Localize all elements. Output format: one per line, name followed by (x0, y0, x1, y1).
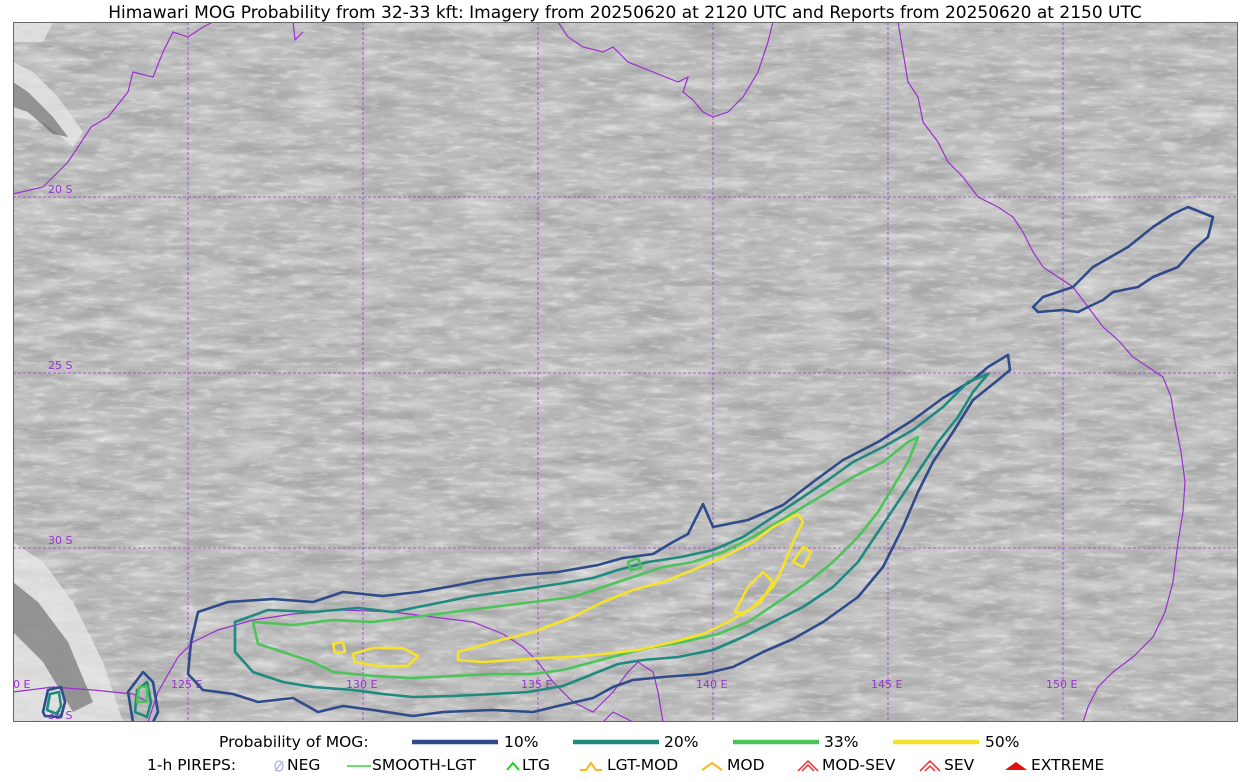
contour-20 (133, 680, 153, 719)
cloud-patches (13, 22, 123, 722)
contour-50 (351, 646, 420, 668)
contour-50 (331, 640, 347, 655)
contour-10 (126, 670, 160, 722)
neg-icon (274, 760, 284, 772)
legend-label-10: 10% (504, 733, 539, 751)
contour-20 (45, 690, 63, 716)
contour-50 (456, 512, 805, 664)
lon-label: 150 E (1046, 678, 1077, 691)
lon-labels: 120 E 125 E 130 E 135 E 140 E 145 E 150 … (13, 678, 1077, 691)
pirep-label-mod: MOD (727, 756, 765, 774)
smooth-lgt-icon (347, 765, 371, 767)
legend-swatch-50 (893, 739, 979, 745)
legend-swatch-20 (573, 739, 659, 745)
pirep-label-lgt-mod: LGT-MOD (607, 756, 679, 774)
contour-10 (41, 685, 67, 719)
map-frame (13, 22, 1238, 722)
sev-icon (919, 759, 941, 772)
legend-swatch-10 (412, 739, 498, 745)
pirep-label-sev: SEV (944, 756, 975, 774)
contour-10 (186, 353, 1012, 718)
legend-swatch-33 (733, 739, 819, 745)
pirep-label-extreme: EXTREME (1031, 756, 1105, 774)
probability-legend-title: Probability of MOG: (219, 733, 369, 751)
mod-sev-icon (797, 759, 819, 772)
contour-50 (791, 545, 813, 569)
legend-label-33: 33% (824, 733, 859, 751)
mod-icon (701, 761, 723, 771)
contours (41, 205, 1215, 722)
ltg-icon (506, 761, 520, 771)
contour-33 (251, 435, 920, 680)
contour-50 (733, 570, 775, 616)
lat-label: 30 S (48, 534, 72, 547)
lat-label: 20 S (48, 183, 72, 196)
pirep-label-neg: NEG (287, 756, 321, 774)
probability-legend: Probability of MOG: 10% 20% 33% 50% (0, 733, 1250, 753)
pirep-label-mod-sev: MOD-SEV (822, 756, 896, 774)
lon-label: 120 E (13, 678, 30, 691)
contour-20 (233, 372, 990, 699)
contour-33 (626, 556, 643, 572)
lgt-mod-icon (580, 761, 602, 771)
lon-label: 135 E (521, 678, 552, 691)
lon-label: 140 E (696, 678, 727, 691)
contour-33 (135, 685, 149, 704)
pirep-label-ltg: LTG (522, 756, 550, 774)
lon-label: 130 E (346, 678, 377, 691)
lon-label: 145 E (871, 678, 902, 691)
map-title: Himawari MOG Probability from 32-33 kft:… (108, 3, 1142, 23)
lat-label: 25 S (48, 359, 72, 372)
pirep-label-smooth-lgt: SMOOTH-LGT (372, 756, 476, 774)
coastline (13, 22, 1186, 722)
contour-10 (1031, 205, 1215, 314)
pirep-legend-title: 1-h PIREPS: (147, 756, 237, 774)
dark-patches (13, 82, 93, 712)
legend-label-20: 20% (664, 733, 699, 751)
satellite-map: 20 S 25 S 30 S 35 S 120 E 125 E 130 E 13… (13, 22, 1238, 722)
pirep-legend: 1-h PIREPS: NEG SMOOTH-LGT LTG LGT-MOD M… (0, 756, 1250, 776)
legend-label-50: 50% (985, 733, 1020, 751)
extreme-icon (1005, 762, 1027, 770)
gridlines (13, 22, 1238, 722)
